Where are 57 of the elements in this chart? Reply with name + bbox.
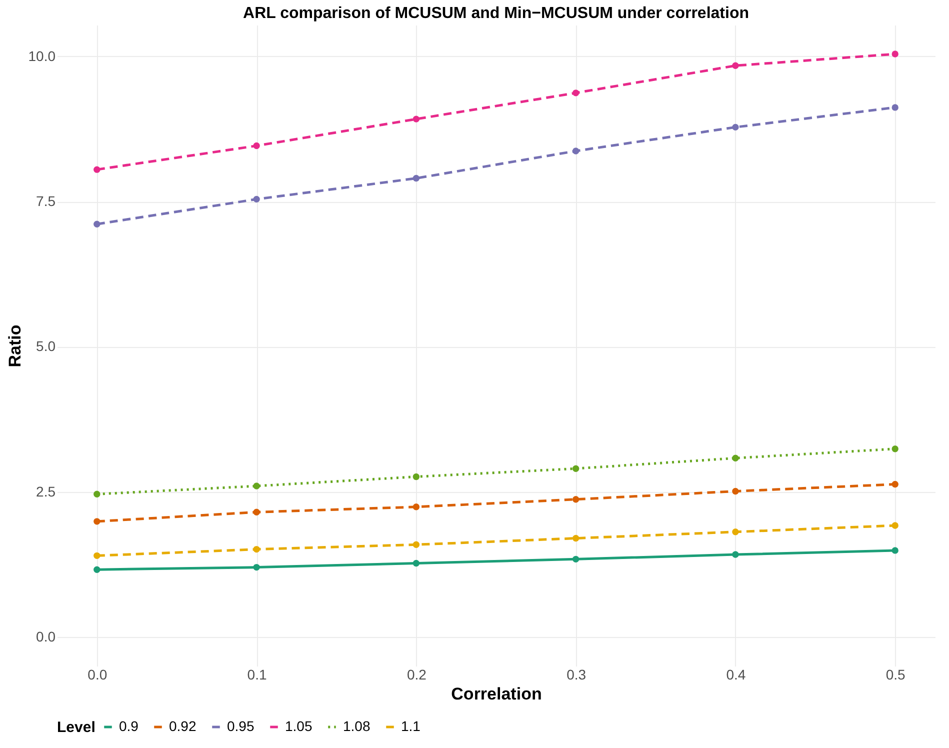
point: [94, 566, 100, 573]
point: [253, 142, 260, 150]
point: [253, 196, 260, 203]
y-tick-label: 0.0: [36, 628, 56, 644]
y-tick-label: 10.0: [28, 48, 56, 64]
point: [892, 522, 898, 529]
x-tick-label: 0.3: [566, 666, 586, 682]
point: [732, 62, 739, 69]
x-tick-label: 0.0: [88, 666, 108, 682]
point: [412, 504, 420, 510]
point: [253, 546, 260, 553]
point: [732, 454, 739, 462]
legend-label: 0.92: [169, 718, 196, 734]
point: [94, 220, 100, 228]
point: [94, 166, 100, 173]
x-tick-label: 0.2: [406, 666, 427, 682]
point: [412, 560, 420, 567]
point: [572, 556, 580, 563]
y-tick-label: 7.5: [36, 193, 56, 210]
point: [412, 541, 420, 548]
point: [892, 446, 898, 452]
point: [253, 564, 260, 571]
point: [94, 490, 100, 498]
point: [892, 50, 898, 58]
point: [732, 124, 739, 131]
legend-label: 1.1: [401, 718, 421, 734]
chart-title: ARL comparison of MCUSUM and Min−MCUSUM under correlation: [243, 5, 749, 22]
x-axis-title: Correlation: [451, 684, 542, 704]
y-tick-label: 5.0: [36, 338, 56, 354]
point: [253, 482, 260, 490]
x-tick-label: 0.4: [726, 666, 746, 682]
point: [732, 551, 739, 558]
legend-title: Level: [57, 719, 96, 736]
point: [892, 104, 898, 111]
point: [412, 116, 420, 122]
point: [412, 473, 420, 480]
point: [572, 90, 580, 96]
point: [892, 480, 898, 488]
y-tick-label: 2.5: [36, 483, 56, 500]
point: [572, 148, 580, 154]
point: [572, 465, 580, 472]
point: [732, 488, 739, 495]
point: [94, 552, 100, 560]
point: [572, 534, 580, 542]
point: [572, 496, 580, 503]
y-axis-title: Ratio: [5, 324, 24, 368]
point: [892, 547, 898, 554]
legend-label: 1.08: [343, 718, 370, 734]
legend-label: 1.05: [285, 718, 312, 734]
x-tick-label: 0.1: [247, 666, 267, 682]
point: [412, 174, 420, 182]
point: [94, 518, 100, 525]
legend-label: 0.9: [119, 718, 139, 734]
x-tick-label: 0.5: [886, 666, 906, 682]
legend-label: 0.95: [227, 718, 254, 734]
point: [732, 528, 739, 536]
point: [253, 508, 260, 516]
